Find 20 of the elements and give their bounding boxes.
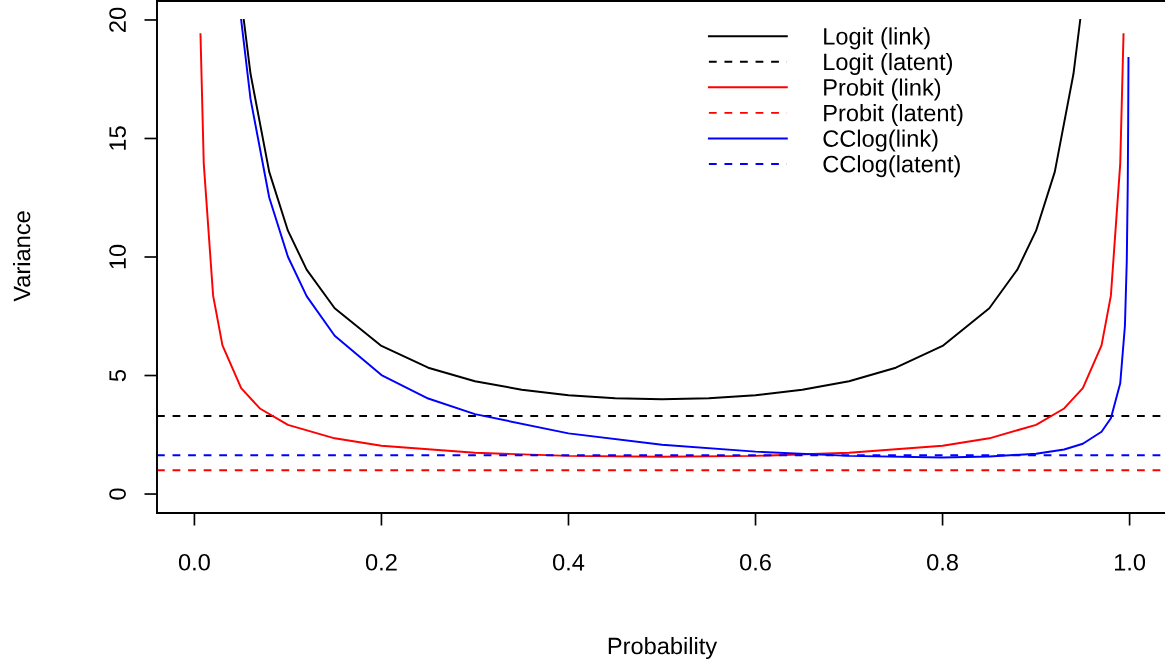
y-tick-label: 10 bbox=[109, 244, 126, 269]
x-tick-label: 1.0 bbox=[1114, 553, 1146, 571]
legend-label: Logit (latent) bbox=[824, 52, 953, 75]
legend-label: Probit (link) bbox=[824, 78, 941, 101]
y-tick-label: 0 bbox=[109, 488, 126, 500]
x-tick-label: 0.6 bbox=[740, 553, 771, 571]
line-series bbox=[242, 18, 1082, 401]
x-tick-label: 0.2 bbox=[365, 553, 397, 571]
legend-label: Logit (link) bbox=[824, 27, 930, 50]
y-tick-label: 15 bbox=[109, 126, 126, 150]
y-axis-title: Variance bbox=[13, 211, 31, 302]
legend-label: CClog(latent) bbox=[823, 155, 960, 178]
legend-label: Probit (latent) bbox=[824, 104, 963, 127]
x-tick-label: 0.0 bbox=[178, 553, 210, 571]
x-axis-title: Probability bbox=[608, 636, 718, 660]
legend-label: CClog(link) bbox=[823, 129, 938, 152]
x-tick-label: 0.4 bbox=[552, 553, 585, 571]
y-tick-label: 5 bbox=[109, 369, 126, 382]
x-tick-label: 0.8 bbox=[927, 553, 958, 571]
y-tick-label: 20 bbox=[109, 7, 126, 32]
